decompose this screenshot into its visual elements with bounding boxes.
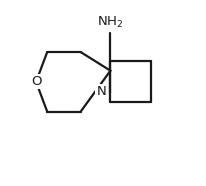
Text: NH$_2$: NH$_2$ [97, 15, 124, 30]
Text: O: O [31, 75, 41, 88]
Text: N: N [96, 85, 106, 98]
